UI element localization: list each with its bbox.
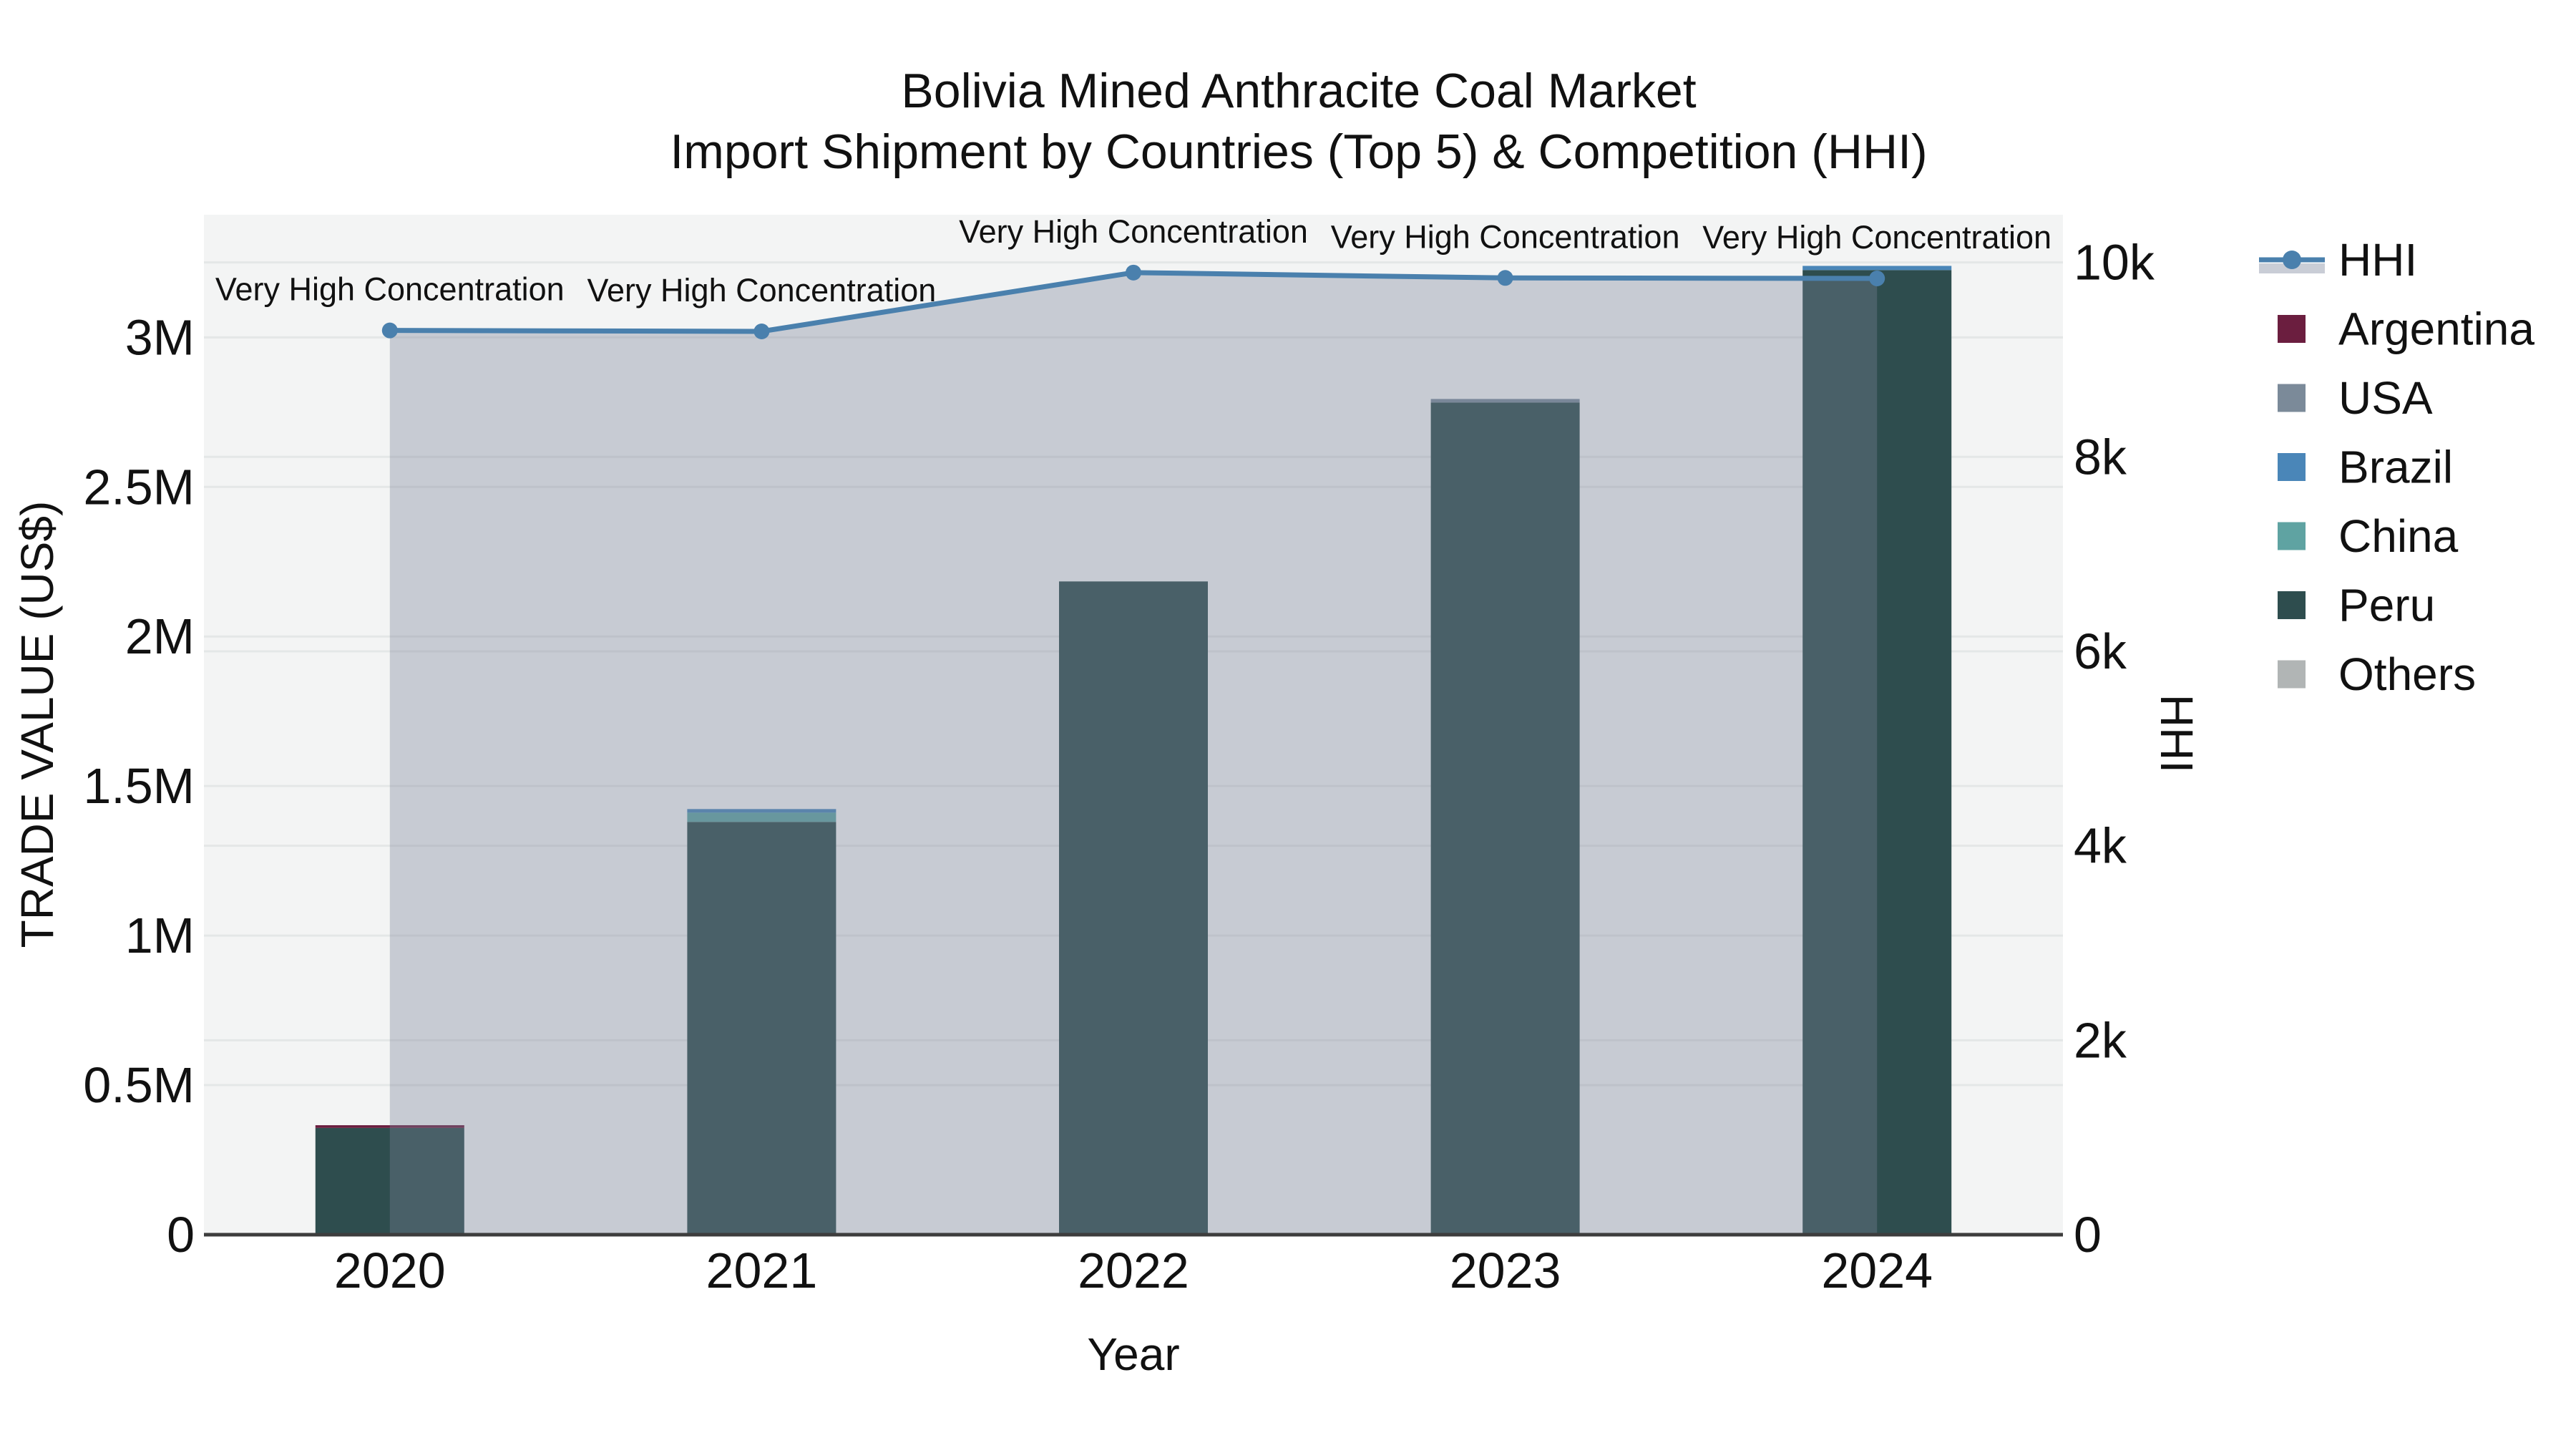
y-left-tick-1M: 1M — [125, 908, 195, 963]
legend-label-brazil: Brazil — [2338, 442, 2453, 493]
x-tick-2022: 2022 — [1078, 1243, 1189, 1298]
legend-item-hhi[interactable]: HHI — [2259, 234, 2417, 286]
legend-hhi-marker-icon — [2283, 251, 2301, 269]
legend-label-others: Others — [2338, 648, 2476, 700]
x-tick-2024: 2024 — [1821, 1243, 1933, 1298]
legend-item-others[interactable]: Others — [2278, 648, 2476, 700]
legend-swatch-peru — [2278, 591, 2306, 619]
legend-label-china: China — [2338, 510, 2459, 562]
legend-swatch-brazil — [2278, 453, 2306, 481]
annotation-2022: Very High Concentration — [959, 213, 1308, 250]
x-axis-title: Year — [1087, 1328, 1179, 1380]
chart-title-line1: Bolivia Mined Anthracite Coal Market — [901, 64, 1696, 118]
bar-segment-peru-2022[interactable] — [1059, 581, 1208, 1235]
y-left-tick-1.5M: 1.5M — [83, 758, 195, 814]
y-right-tick-2k: 2k — [2074, 1012, 2127, 1068]
hhi-marker-2020[interactable] — [381, 322, 398, 339]
bar-segment-usa-2023[interactable] — [1430, 399, 1580, 403]
y-right-tick-6k: 6k — [2074, 623, 2127, 679]
legend-label-argentina: Argentina — [2338, 303, 2534, 355]
legend-swatch-usa — [2278, 384, 2306, 412]
annotation-2021: Very High Concentration — [587, 272, 937, 308]
legend-item-brazil[interactable]: Brazil — [2278, 442, 2453, 493]
bar-segment-peru-2021[interactable] — [687, 822, 836, 1235]
bar-segment-peru-2020[interactable] — [315, 1127, 464, 1235]
y-right-tick-8k: 8k — [2074, 429, 2127, 485]
bar-segment-peru-2024[interactable] — [1802, 270, 1952, 1235]
legend-label-peru: Peru — [2338, 580, 2435, 631]
bar-segment-brazil-2021[interactable] — [687, 809, 836, 813]
y-right-tick-10k: 10k — [2074, 235, 2155, 291]
y-left-tick-3M: 3M — [125, 309, 195, 365]
y-left-tick-2M: 2M — [125, 608, 195, 664]
legend-item-usa[interactable]: USA — [2278, 372, 2433, 424]
legend-swatch-china — [2278, 522, 2306, 550]
hhi-marker-2024[interactable] — [1869, 270, 1885, 286]
legend-item-peru[interactable]: Peru — [2278, 580, 2435, 631]
annotation-2023: Very High Concentration — [1331, 218, 1680, 255]
y-right-tick-0: 0 — [2074, 1207, 2102, 1263]
chart-title-line2: Import Shipment by Countries (Top 5) & C… — [670, 125, 1927, 179]
legend-label-hhi: HHI — [2338, 234, 2417, 286]
annotation-2024: Very High Concentration — [1702, 219, 2051, 256]
y-left-tick-2.5M: 2.5M — [83, 459, 195, 515]
legend-label-usa: USA — [2338, 372, 2433, 424]
y-right-axis-title: HHI — [2151, 694, 2202, 773]
y-left-tick-0.5M: 0.5M — [83, 1057, 195, 1113]
y-left-axis-title: TRADE VALUE (US$) — [11, 501, 63, 948]
y-left-tick-0: 0 — [167, 1207, 195, 1263]
hhi-marker-2021[interactable] — [753, 324, 770, 340]
legend-item-argentina[interactable]: Argentina — [2278, 303, 2534, 355]
bar-segment-argentina-2020[interactable] — [315, 1125, 464, 1128]
legend-item-china[interactable]: China — [2278, 510, 2459, 562]
y-right-tick-4k: 4k — [2074, 818, 2127, 874]
x-tick-2020: 2020 — [334, 1243, 446, 1298]
legend-swatch-others — [2278, 660, 2306, 689]
legend-swatch-argentina — [2278, 315, 2306, 343]
bar-segment-china-2021[interactable] — [687, 812, 836, 822]
x-tick-2021: 2021 — [706, 1243, 818, 1298]
bar-segment-brazil-2024[interactable] — [1802, 266, 1952, 271]
hhi-area-fill — [389, 272, 1878, 1235]
hhi-marker-2022[interactable] — [1126, 264, 1141, 281]
x-tick-2023: 2023 — [1450, 1243, 1561, 1298]
annotation-2020: Very High Concentration — [215, 271, 565, 308]
bar-segment-peru-2023[interactable] — [1430, 402, 1580, 1235]
hhi-marker-2023[interactable] — [1497, 270, 1513, 286]
